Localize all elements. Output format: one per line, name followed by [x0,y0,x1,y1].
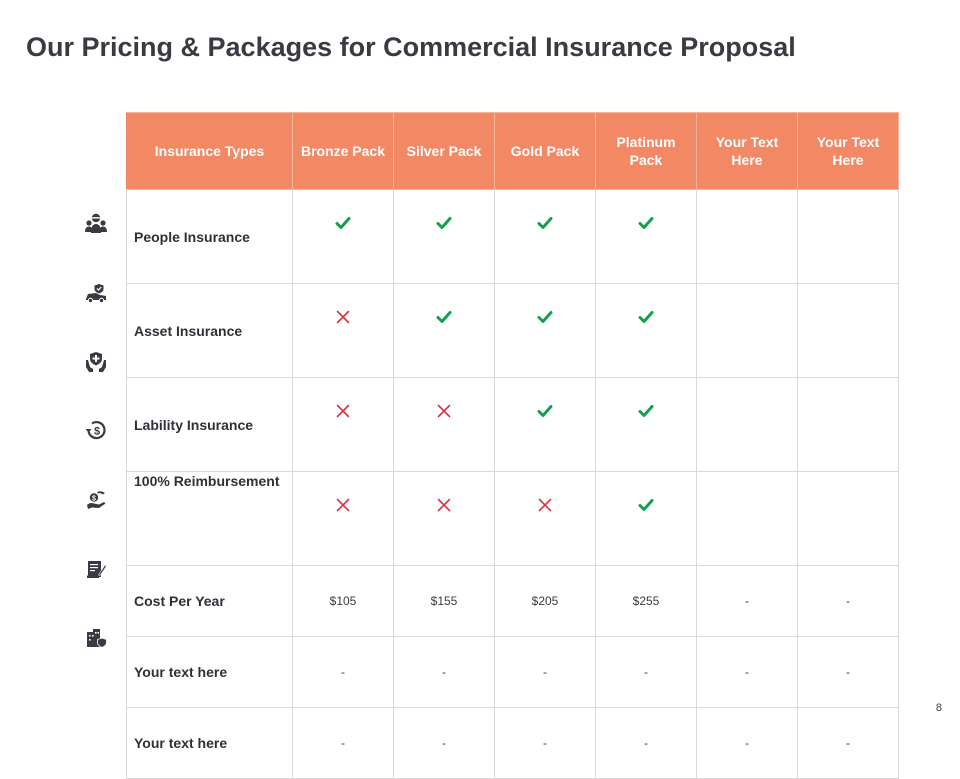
table-row: People Insurance [126,189,899,284]
header-bronze-pack: Bronze Pack [292,112,394,190]
table-cell [797,189,899,284]
cross-icon [292,377,394,472]
row-label: Cost Per Year [126,565,293,637]
table-cell: - [696,565,798,637]
table-row: Your text here - - - - - - [126,707,899,779]
header-custom-1: Your Text Here [696,112,798,190]
table-cell [696,377,798,472]
header-gold-pack: Gold Pack [494,112,596,190]
table-row: Asset Insurance [126,283,899,378]
table-cell: $105 [292,565,394,637]
table-row: Lability Insurance [126,377,899,472]
check-icon [595,471,697,566]
table-cell: - [797,707,899,779]
table-cell [696,283,798,378]
table-cell [797,471,899,566]
row-icons-column: $ $ [74,189,118,672]
svg-text:$: $ [92,495,96,502]
table-cell: - [797,636,899,708]
table-cell: $155 [393,565,495,637]
check-icon [595,283,697,378]
table-cell: - [797,565,899,637]
table-cell [696,189,798,284]
check-icon [393,283,495,378]
svg-text:$: $ [94,426,100,438]
hand-coin-icon: $ [74,465,118,534]
table-cell: - [595,636,697,708]
header-custom-2: Your Text Here [797,112,899,190]
page-number: 8 [935,702,942,714]
table-cell: $255 [595,565,697,637]
table-cell: - [393,636,495,708]
table-cell: - [292,636,394,708]
row-label: Lability Insurance [126,377,293,472]
check-icon [494,377,596,472]
header-platinum-pack: Platinum Pack [595,112,697,190]
table-cell: - [595,707,697,779]
check-icon [393,189,495,284]
header-insurance-types: Insurance Types [126,112,293,190]
table-cell: $205 [494,565,596,637]
cross-icon [292,471,394,566]
table-cell: - [292,707,394,779]
dollar-refund-icon: $ [74,396,118,465]
check-icon [494,189,596,284]
shield-hands-icon [74,327,118,396]
cross-icon [393,377,495,472]
check-icon [292,189,394,284]
table-body: People Insurance Asset Insurance Lability … [126,189,899,779]
people-group-icon [74,189,118,258]
row-label: Asset Insurance [126,283,293,378]
check-icon [595,189,697,284]
row-label: Your text here [126,636,293,708]
table-cell [696,471,798,566]
table-cell: - [494,636,596,708]
table-row: 100% Reimbursement [126,471,899,566]
page-title: Our Pricing & Packages for Commercial In… [26,32,796,62]
building-shield-icon [74,603,118,672]
cross-icon [494,471,596,566]
table-cell [797,283,899,378]
row-label: Your text here [126,707,293,779]
header-silver-pack: Silver Pack [393,112,495,190]
car-shield-icon [74,258,118,327]
row-label: 100% Reimbursement [126,471,293,566]
table-cell: - [494,707,596,779]
table-cell: - [393,707,495,779]
table-cell: - [696,636,798,708]
check-icon [494,283,596,378]
row-label: People Insurance [126,189,293,284]
check-icon [595,377,697,472]
table-header-row: Insurance Types Bronze Pack Silver Pack … [126,112,899,190]
table-cell [797,377,899,472]
document-pen-icon [74,534,118,603]
pricing-table: Insurance Types Bronze Pack Silver Pack … [126,112,899,779]
table-row: Your text here - - - - - - [126,636,899,708]
table-row: Cost Per Year $105 $155 $205 $255- - [126,565,899,637]
table-cell: - [696,707,798,779]
cross-icon [393,471,495,566]
cross-icon [292,283,394,378]
